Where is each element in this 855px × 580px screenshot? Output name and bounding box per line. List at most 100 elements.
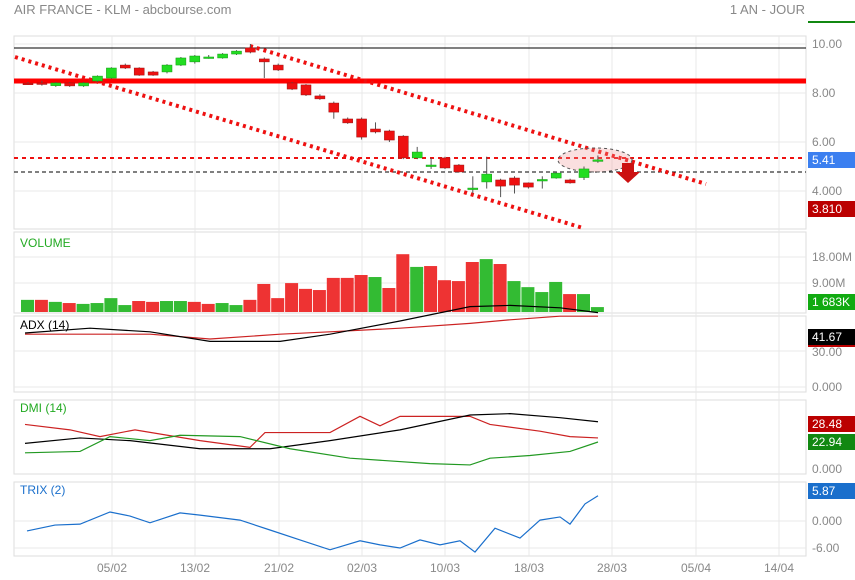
volume-bar <box>340 277 354 312</box>
date-tick-label: 02/03 <box>347 561 377 575</box>
candle <box>398 135 409 159</box>
candle <box>495 179 506 187</box>
volume-bar <box>34 299 48 312</box>
dmi-adx-line <box>24 413 599 450</box>
candle <box>537 179 548 182</box>
volume-bar <box>229 305 243 312</box>
adx-label: ADX (14) <box>20 318 69 332</box>
dmi-last-label: 22.94 <box>812 435 842 449</box>
candle <box>370 128 381 133</box>
upper-trendline <box>249 44 707 186</box>
date-tick-label: 28/03 <box>597 561 627 575</box>
volume-bar <box>215 303 229 312</box>
volume-bar <box>201 303 215 312</box>
current-price-label-bg <box>808 152 855 168</box>
dmi-label: DMI (14) <box>20 401 67 415</box>
candle <box>481 173 492 183</box>
volume-bar <box>257 283 271 312</box>
price-tick-label: 8.00 <box>812 86 836 100</box>
volume-bar <box>507 281 521 312</box>
volume-bar <box>382 288 396 312</box>
candle <box>300 84 312 96</box>
volume-bar <box>563 294 577 312</box>
candle <box>175 57 187 66</box>
candle <box>120 64 131 69</box>
volume-bar <box>312 290 326 312</box>
date-tick-label: 05/04 <box>681 561 711 575</box>
adx-tick-label: 30.00 <box>812 345 842 359</box>
candle <box>592 159 604 162</box>
dmi-tick-label: 0.000 <box>812 462 842 476</box>
volume-label: VOLUME <box>20 236 71 250</box>
trix-line <box>26 495 599 553</box>
date-tick-label: 05/02 <box>97 561 127 575</box>
candle <box>92 75 103 82</box>
di-minus-last-label-bg <box>808 416 855 432</box>
volume-bar <box>243 299 257 312</box>
period-label: 1 AN - JOUR <box>729 2 805 17</box>
volume-bar <box>465 262 479 312</box>
lower-trendline <box>14 55 584 230</box>
candle <box>231 50 242 55</box>
volume-bar <box>590 307 604 312</box>
candle <box>272 64 284 71</box>
date-tick-label: 18/03 <box>514 561 544 575</box>
volume-bar <box>577 294 590 312</box>
volume-bar <box>521 287 535 312</box>
volume-bar <box>535 292 549 312</box>
adx-tick-label: 0.000 <box>812 380 842 394</box>
volume-bar <box>48 301 62 312</box>
pane-frame <box>13 315 807 393</box>
price-tick-label: 10.00 <box>812 37 842 51</box>
di-minus-last-label: 28.48 <box>812 417 842 431</box>
trix-tick-label: -6.00 <box>812 541 840 555</box>
low-price-label: 3.810 <box>812 202 842 216</box>
candle <box>314 95 326 100</box>
volume-bar <box>173 301 187 312</box>
volume-bar <box>285 283 299 312</box>
pane-frame <box>13 35 807 230</box>
volume-bar <box>271 298 285 312</box>
candle <box>147 71 159 76</box>
price-tick-label: 6.00 <box>812 135 836 149</box>
low-price-label-bg <box>808 201 855 217</box>
candle <box>78 82 89 87</box>
candle <box>550 172 562 179</box>
candle <box>259 58 270 63</box>
volume-bar <box>424 266 438 312</box>
volume-bar <box>451 281 465 312</box>
down-arrow-icon <box>616 163 640 183</box>
volume-bar <box>479 259 493 312</box>
volume-bar <box>493 264 507 312</box>
candle <box>425 164 437 167</box>
candle <box>245 47 256 53</box>
candle <box>564 179 576 184</box>
price-tick-label: 4.000 <box>812 184 842 198</box>
adx-signal-marker <box>808 344 855 347</box>
volume-bar <box>118 305 132 312</box>
candle <box>106 67 117 79</box>
candle <box>453 164 465 173</box>
volume-bar <box>368 277 382 312</box>
candle <box>356 118 367 138</box>
date-tick-label: 13/02 <box>180 561 210 575</box>
volume-bar <box>76 303 90 312</box>
date-tick-label: 14/04 <box>764 561 794 575</box>
pane-frame <box>13 399 807 475</box>
trix-last-label-bg <box>808 483 855 499</box>
volume-bar <box>410 266 424 312</box>
volume-bar <box>354 275 368 312</box>
dmi-last-label-bg <box>808 434 855 450</box>
candle <box>22 82 34 85</box>
volume-bar <box>132 301 146 312</box>
adx-signal-line <box>25 315 598 340</box>
volume-bar <box>90 303 104 312</box>
adx-line <box>24 304 599 342</box>
pane-frame <box>13 481 807 557</box>
candle <box>467 187 479 190</box>
candle <box>36 82 48 85</box>
candle <box>411 151 423 159</box>
candle <box>523 182 534 188</box>
candle <box>578 168 590 178</box>
